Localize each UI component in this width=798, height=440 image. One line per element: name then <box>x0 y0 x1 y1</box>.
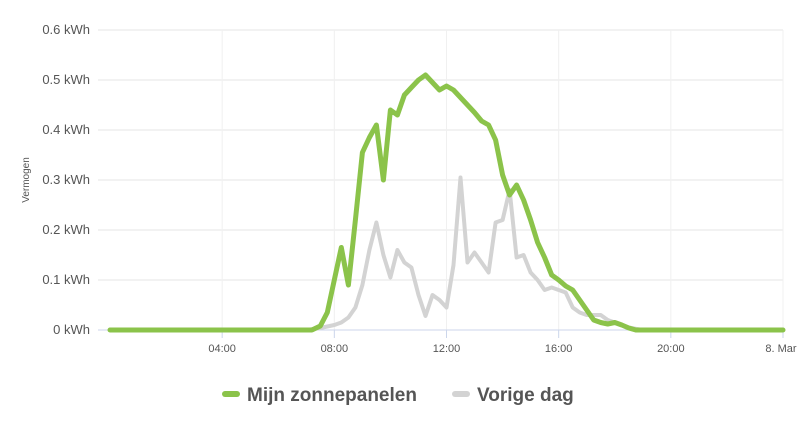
x-tick-label: 20:00 <box>657 343 685 355</box>
grid-lines <box>98 29 784 330</box>
legend-swatch <box>222 391 240 397</box>
legend-item-vorige-dag[interactable]: Vorige dag <box>452 385 574 406</box>
legend-label: Vorige dag <box>477 385 574 406</box>
x-tick-label: 08:00 <box>321 343 349 355</box>
y-tick-label: 0.5 kWh <box>42 72 90 87</box>
y-tick-label: 0.6 kWh <box>42 22 90 37</box>
y-tick-label: 0.3 kWh <box>42 172 90 187</box>
y-axis-label: Vermogen <box>21 157 32 203</box>
x-axis-ticks: 04:00 08:00 12:00 16:00 20:00 8. Mar <box>208 330 797 355</box>
legend-label: Mijn zonnepanelen <box>247 385 417 406</box>
y-axis-ticks: 0 kWh 0.1 kWh 0.2 kWh 0.3 kWh 0.4 kWh 0.5 kWh… <box>42 22 90 337</box>
legend-swatch <box>452 391 470 397</box>
legend[interactable]: Mijn zonnepanelen Vorige dag <box>222 385 574 406</box>
y-tick-label: 0.4 kWh <box>42 122 90 137</box>
y-tick-label: 0 kWh <box>53 322 90 337</box>
series-line-mijn-zonnepanelen <box>107 72 786 333</box>
x-tick-label: 8. Mar <box>765 343 797 355</box>
y-tick-label: 0.1 kWh <box>42 272 90 287</box>
x-tick-label: 16:00 <box>545 343 573 355</box>
legend-item-mijn-zonnepanelen[interactable]: Mijn zonnepanelen <box>222 385 417 406</box>
x-tick-label: 04:00 <box>208 343 236 355</box>
y-tick-label: 0.2 kWh <box>42 222 90 237</box>
x-tick-label: 12:00 <box>433 343 461 355</box>
series-line-vorige-dag <box>108 175 785 332</box>
series-group <box>107 72 786 333</box>
